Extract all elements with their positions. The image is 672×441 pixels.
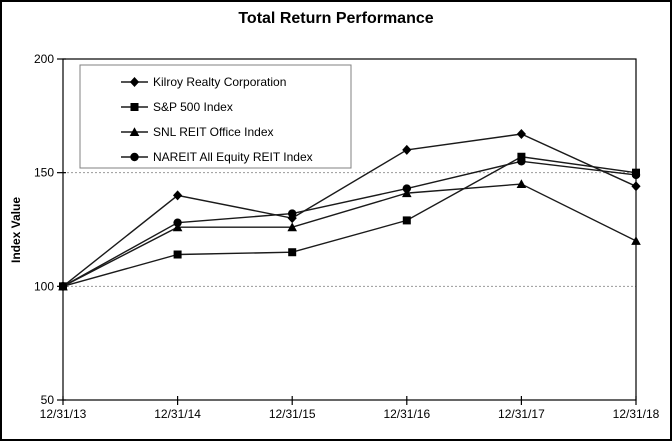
series-kilroy-realty-corporation: [58, 129, 641, 292]
x-tick-label: 12/31/18: [613, 407, 660, 421]
data-point-marker-circle: [288, 209, 297, 218]
data-point-marker-circle: [517, 157, 526, 166]
series-line: [62, 160, 637, 287]
data-point-marker-diamond: [402, 144, 412, 155]
data-point-marker-circle: [58, 282, 68, 291]
y-tick-label: 100: [34, 279, 54, 293]
x-tick-label: 12/31/14: [154, 407, 201, 421]
legend-item: S&P 500 Index: [121, 100, 233, 114]
x-tick-label: 12/31/13: [40, 407, 87, 421]
legend-label: Kilroy Realty Corporation: [153, 75, 286, 89]
data-point-marker-diamond: [516, 129, 526, 140]
series-line: [62, 156, 637, 288]
legend-label: SNL REIT Office Index: [153, 125, 274, 139]
legend-label: S&P 500 Index: [153, 100, 233, 114]
x-tick-label: 12/31/15: [269, 407, 316, 421]
data-point-marker-square: [517, 152, 526, 161]
data-point-marker-triangle: [631, 236, 641, 245]
data-point-marker-square: [402, 216, 411, 225]
x-tick-label: 12/31/16: [383, 407, 430, 421]
data-point-marker-triangle: [129, 127, 140, 136]
series-s-p-500-index: [59, 152, 640, 291]
series-line: [62, 133, 637, 287]
series-snl-reit-office-index: [58, 179, 641, 291]
data-point-marker-triangle: [516, 179, 527, 189]
legend-item: Kilroy Realty Corporation: [121, 75, 286, 89]
data-point-marker-circle: [402, 184, 411, 193]
series-line: [62, 183, 637, 287]
data-point-marker-square: [288, 248, 297, 257]
legend-item: SNL REIT Office Index: [121, 125, 274, 139]
y-tick-label: 150: [34, 166, 54, 180]
data-point-marker-circle: [631, 170, 641, 180]
y-tick-label: 50: [41, 393, 55, 407]
plot-border: [62, 58, 637, 401]
data-point-marker-diamond: [631, 181, 641, 192]
y-tick-label: 200: [34, 52, 54, 66]
data-point-marker-square: [173, 250, 182, 259]
data-point-marker-diamond: [129, 77, 140, 87]
legend-item: NAREIT All Equity REIT Index: [121, 150, 313, 164]
legend-label: NAREIT All Equity REIT Index: [153, 150, 313, 164]
x-tick-label: 12/31/17: [498, 407, 545, 421]
data-point-marker-circle: [173, 218, 182, 227]
data-point-marker-square: [130, 103, 139, 111]
data-point-marker-circle: [130, 152, 139, 162]
data-point-marker-diamond: [173, 190, 183, 201]
data-point-marker-triangle: [287, 222, 297, 232]
legend: Kilroy Realty Corporation S&P 500 Index SN…: [79, 64, 352, 169]
series-nareit-all-equity-reit-index: [58, 157, 641, 291]
chart-title: Total Return Performance: [238, 10, 434, 27]
